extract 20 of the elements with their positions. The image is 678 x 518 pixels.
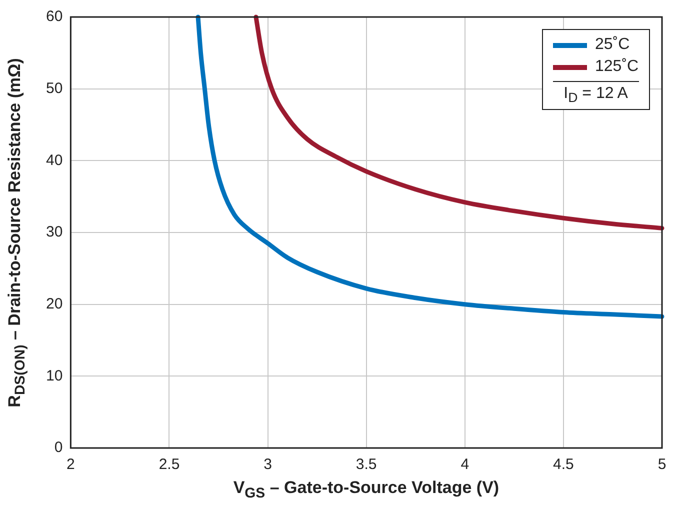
line-series (196, 14, 664, 319)
y-tick-label: 20 (46, 295, 63, 312)
x-tick-label: 5 (658, 456, 666, 474)
x-tick-label: 3.5 (356, 456, 377, 474)
legend-label: 125˚C (595, 58, 639, 76)
legend-label: 25˚C (595, 36, 630, 54)
x-tick-label: 2 (66, 456, 75, 474)
y-tick-label: 10 (46, 367, 63, 384)
x-tick-label: 3 (264, 456, 272, 474)
y-tick-label: 40 (46, 152, 63, 169)
x-tick-label: 4.5 (553, 456, 574, 474)
y-tick-label: 50 (46, 80, 63, 97)
y-tick-label: 0 (54, 439, 63, 456)
annotation: I$_{D}$ = 12 A (553, 81, 639, 106)
line-series (254, 14, 664, 230)
y-tick-label: 60 (46, 8, 63, 26)
y-tick-label: 30 (46, 224, 63, 241)
x-tick-label: 4 (460, 456, 470, 474)
x-axis-title: V$_{GS}$ – Gate-to-Source Voltage (V) (233, 478, 500, 502)
x-tick-label: 2.5 (158, 456, 180, 474)
